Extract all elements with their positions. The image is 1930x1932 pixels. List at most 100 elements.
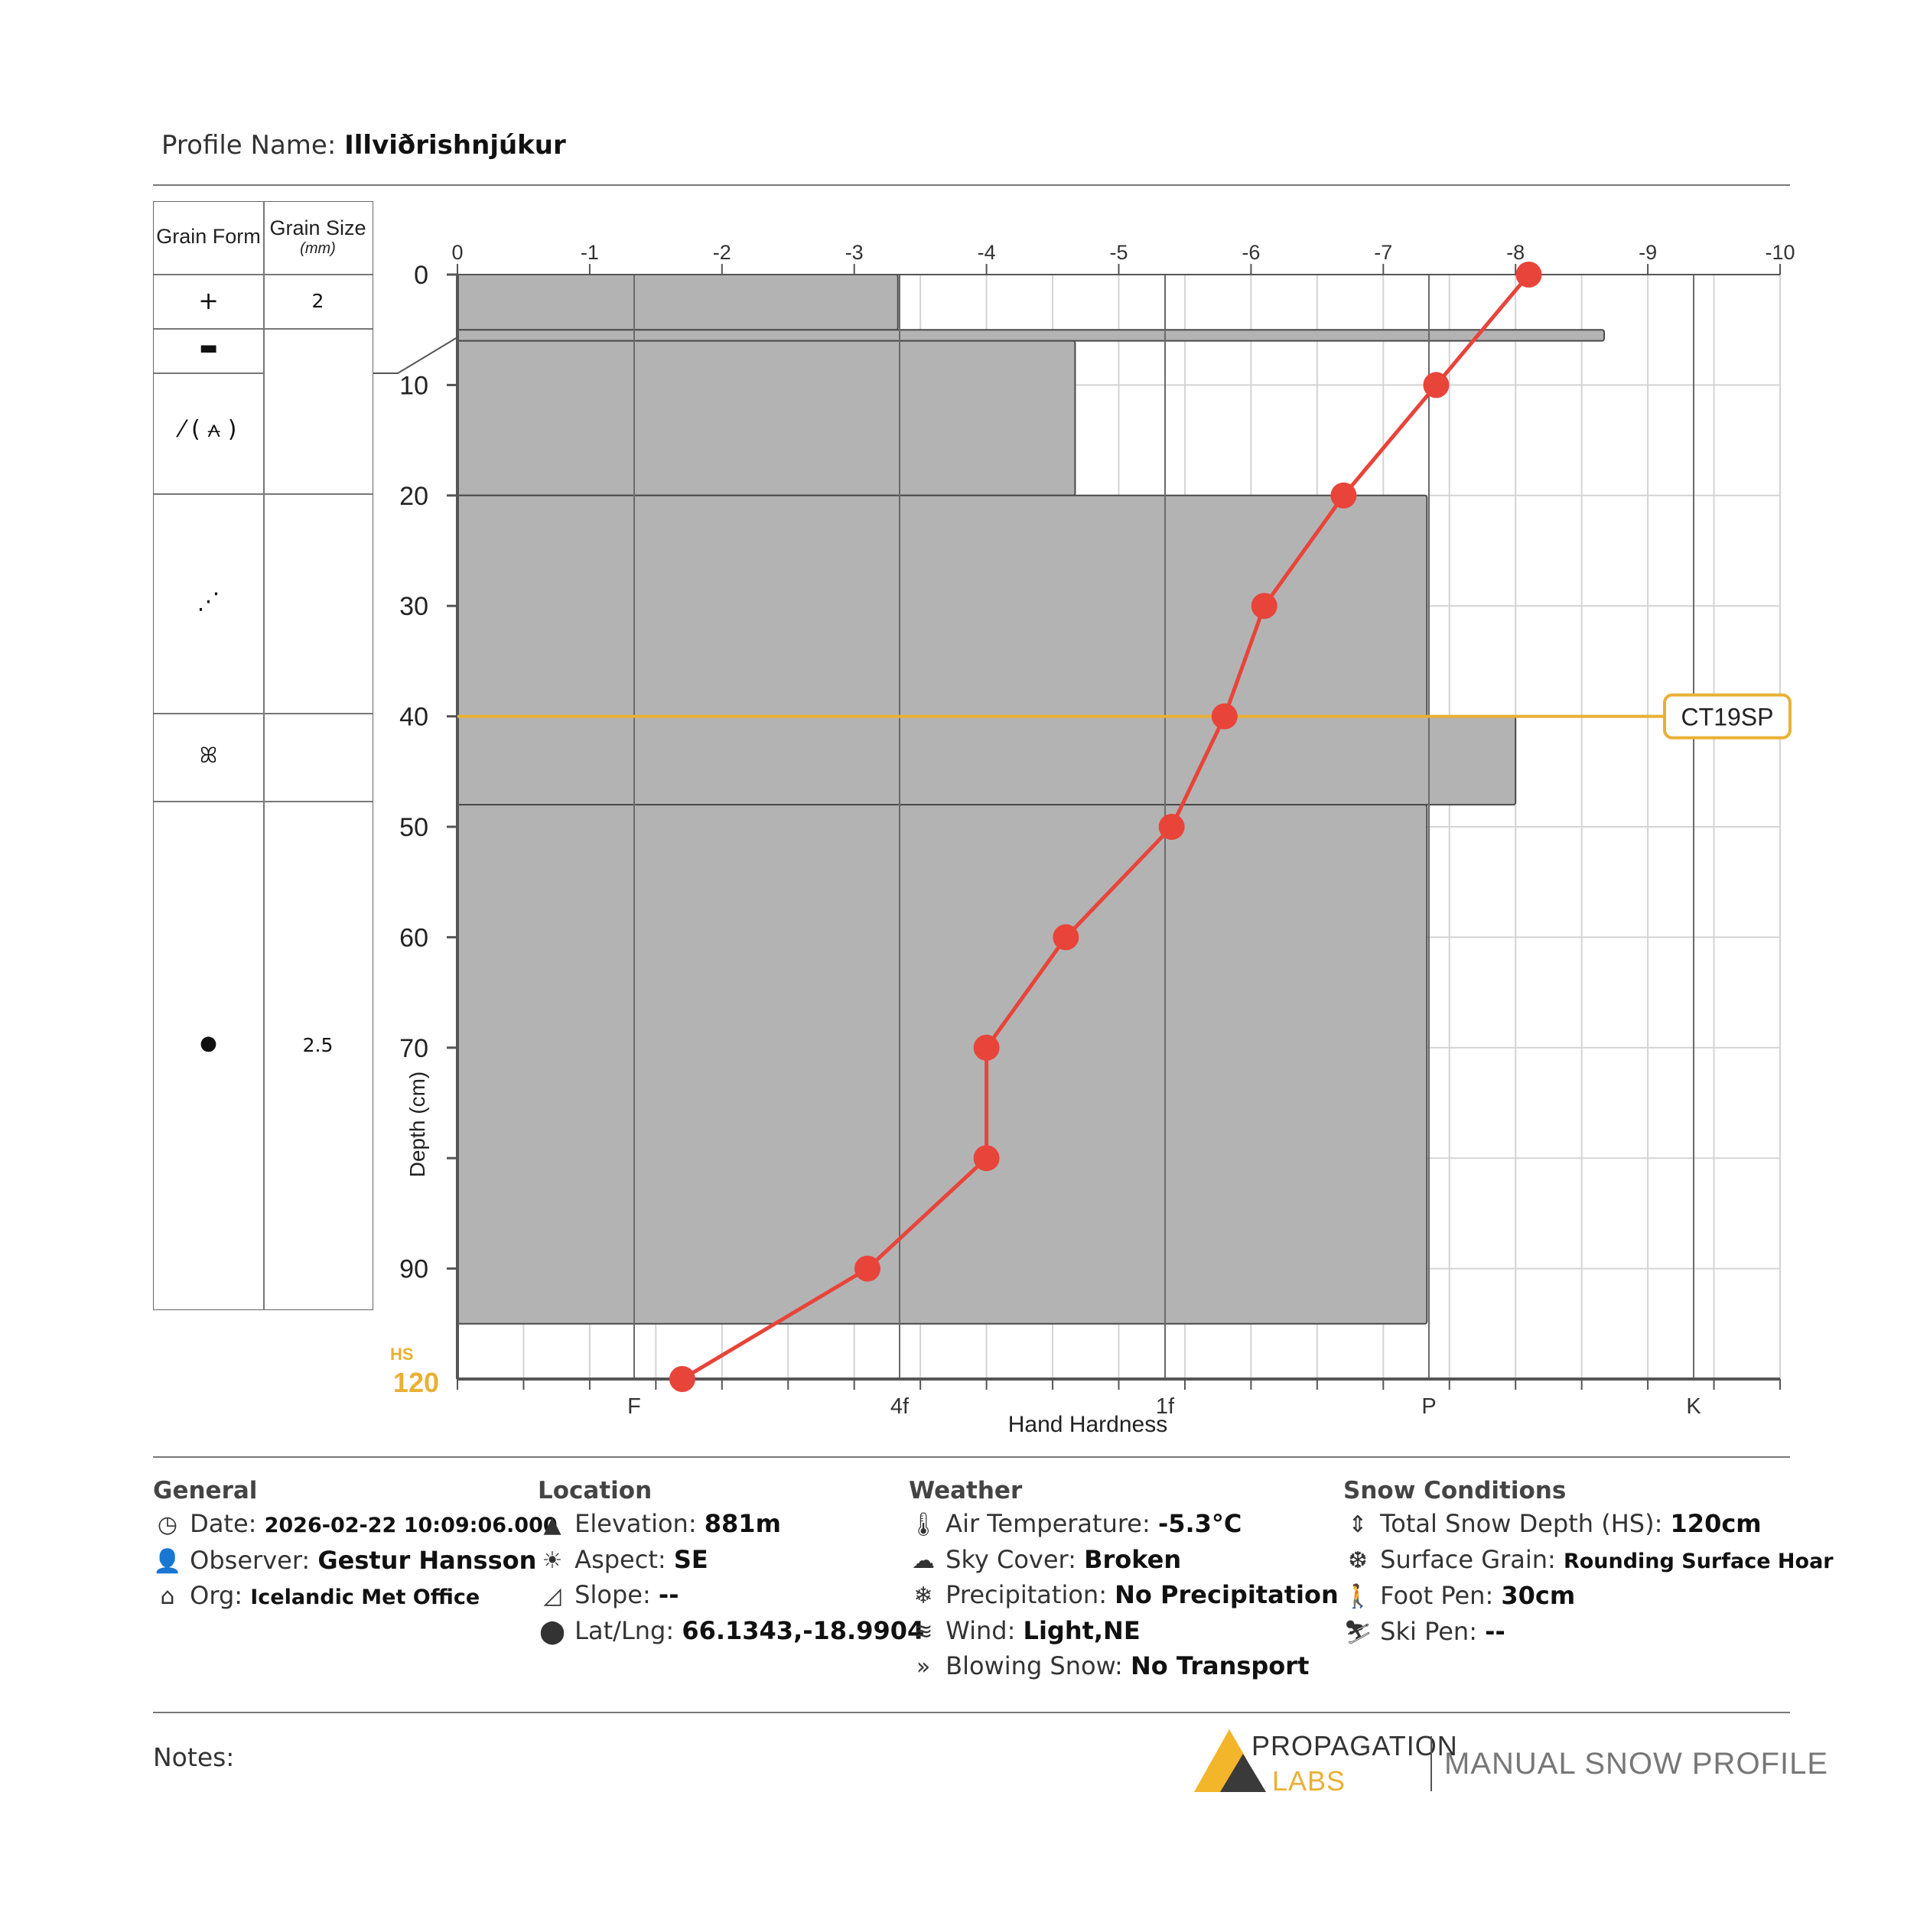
hardness-tick-label: 4f [890, 1394, 910, 1419]
home-icon: ⌂ [160, 1583, 175, 1610]
depth-tick-label: 0 [414, 261, 428, 290]
logo-line1: PROPAGATION [1251, 1730, 1458, 1761]
sky-cover-label: Sky Cover: [945, 1544, 1076, 1574]
air-temp-label: Air Temperature: [945, 1509, 1151, 1538]
grain-table-col-divider [263, 202, 265, 1309]
temperature-point [1423, 372, 1450, 398]
grain-form-melt-form: ꕤ [199, 743, 218, 768]
temperature-point [854, 1255, 880, 1282]
grain-row-divider [154, 713, 373, 714]
wind-value: Light,NE [1023, 1615, 1141, 1645]
elevation-label: Elevation: [574, 1509, 697, 1538]
mountain-icon: ▲ [543, 1511, 561, 1538]
logo-divider [1430, 1736, 1432, 1791]
foot-pen-value: 30cm [1501, 1581, 1576, 1610]
product-name: MANUAL SNOW PROFILE [1444, 1747, 1829, 1781]
footer-divider [153, 1712, 1790, 1713]
stability-test-label: CT19SP [1681, 704, 1774, 731]
profile-name-value: Illviðrishnjúkur [344, 130, 566, 161]
cloud-icon: ☁ [912, 1547, 935, 1574]
org-value: Icelandic Met Office [250, 1586, 480, 1609]
slope-value: -- [658, 1580, 679, 1609]
grain-form-rounded: ● [200, 1032, 217, 1055]
depth-tick-label: 50 [399, 813, 428, 842]
depth-tick-label: 40 [399, 703, 428, 732]
temperature-point [669, 1366, 695, 1392]
grain-size-header: Grain Size [269, 216, 366, 239]
snow-conditions-title: Snow Conditions [1343, 1477, 1567, 1504]
hardness-tick-label: 1f [1156, 1394, 1175, 1419]
temperature-point [1251, 593, 1277, 620]
grain-form-precipitation: + [198, 286, 219, 315]
snow-layer-bar [457, 494, 1428, 717]
snow-conditions-section: Snow Conditions ⇕ Total Snow Depth (HS):… [1343, 1475, 1834, 1650]
hs-value: 120 [393, 1367, 439, 1398]
air-temp-value: -5.3°C [1157, 1509, 1242, 1538]
snowflake-icon: ❆ [1348, 1547, 1368, 1574]
grain-connector [373, 337, 458, 374]
wind-icon: ≋ [913, 1618, 933, 1645]
stability-test-badge [1663, 693, 1792, 740]
depth-tick-label: 60 [399, 923, 428, 952]
snowflake-icon: ❄ [913, 1582, 933, 1609]
depth-tick-label: 90 [399, 1255, 428, 1284]
temperature-point [1211, 703, 1238, 730]
propagation-labs-logo-icon [1194, 1729, 1266, 1792]
temperature-tick-label: -8 [1506, 241, 1525, 264]
precipitation-label: Precipitation: [945, 1580, 1107, 1609]
grain-row-divider [154, 328, 373, 330]
y-axis-title: Depth (cm) [405, 1072, 429, 1177]
temperature-point [1515, 262, 1542, 288]
latlng-value: 66.1343,-18.9904 [682, 1615, 925, 1645]
date-value: 2026-02-22 10:09:06.000 [264, 1514, 558, 1537]
temperature-tick-label: -10 [1765, 241, 1795, 264]
weather-section: Weather 🌡 Air Temperature: -5.3°C ☁ Sky … [909, 1475, 1339, 1685]
snow-layer-bar [457, 329, 1606, 342]
temperature-point [1330, 482, 1357, 509]
slope-icon: ◿ [543, 1582, 561, 1609]
temperature-tick-label: -6 [1242, 241, 1260, 264]
notes-label: Notes: [153, 1742, 235, 1772]
snow-layer-bar [457, 274, 899, 331]
x-axis-title: Hand Hardness [1008, 1412, 1167, 1437]
temperature-tick-label: -3 [845, 241, 864, 264]
snow-layer-bar [457, 340, 1076, 496]
ski-pen-value: -- [1485, 1616, 1505, 1646]
depth-tick-label: 20 [399, 482, 428, 511]
date-label: Date: [190, 1509, 257, 1538]
weather-title: Weather [909, 1477, 1023, 1504]
location-section: Location ▲ Elevation: 881m ☀ Aspect: SE … [538, 1475, 924, 1649]
grain-form-decomposing: ⁄ ( ⩜ ) [180, 416, 237, 443]
sky-cover-value: Broken [1084, 1544, 1182, 1574]
temperature-point [973, 1034, 1000, 1061]
precipitation-value: No Precipitation [1115, 1580, 1339, 1609]
depth-tick-label: 10 [399, 371, 428, 400]
profile-name: Profile Name: Illviðrishnjúkur [161, 130, 566, 161]
latlng-label: Lat/Lng: [574, 1615, 675, 1645]
grain-form-header: Grain Form [156, 225, 261, 248]
grain-size-value: 2 [311, 290, 324, 312]
snow-profile-chart: F 4f 1f P K 0 -1 -2 -3 -4 -5 -6 -7 -8 -9 -10 0 10 20 30 40 50… [373, 241, 1795, 1437]
map-pin-icon: ⬤ [539, 1618, 565, 1645]
temperature-point [973, 1145, 1000, 1172]
snow-layer-bar [457, 804, 1428, 1325]
hardness-tick-label: P [1421, 1394, 1436, 1419]
grain-table: Grain Form Grain Size (mm) + 2 ▬ ⁄ ( ⩜ )… [153, 201, 373, 1310]
double-chevron-icon: » [916, 1654, 931, 1680]
grain-table-header-divider [154, 274, 373, 275]
grain-size-unit: (mm) [300, 240, 336, 257]
grain-row-divider [154, 493, 373, 495]
grain-form-crust: ▬ [199, 337, 218, 359]
aspect-value: SE [673, 1544, 708, 1574]
hs-label: HS [390, 1345, 414, 1364]
temperature-tick-label: -4 [978, 241, 996, 264]
foot-pen-label: Foot Pen: [1380, 1581, 1494, 1610]
grain-size-value: 2.5 [302, 1034, 334, 1056]
aspect-label: Aspect: [574, 1544, 666, 1574]
hardness-tick-label: K [1686, 1394, 1701, 1419]
blowing-snow-value: No Transport [1130, 1651, 1310, 1680]
surface-grain-value: Rounding Surface Hoar [1563, 1549, 1834, 1573]
location-title: Location [538, 1477, 653, 1504]
header-divider [153, 184, 1790, 186]
temperature-tick-label: -9 [1639, 241, 1657, 264]
